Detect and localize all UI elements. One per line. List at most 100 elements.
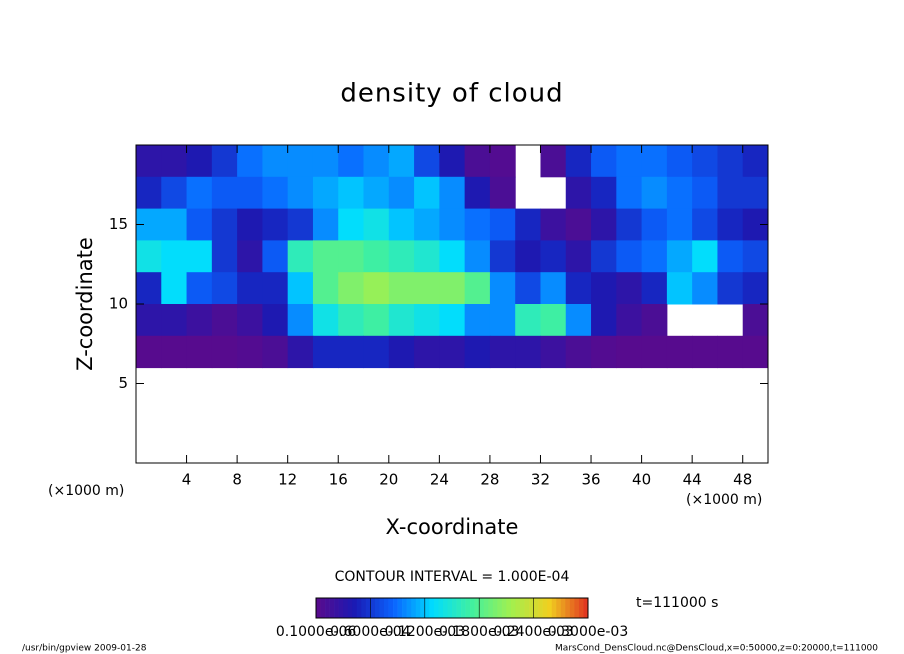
heat-cell bbox=[414, 304, 440, 337]
colorbar-cell bbox=[433, 598, 439, 618]
heat-cell bbox=[186, 208, 213, 241]
heat-cell bbox=[312, 176, 339, 210]
colorbar-cell bbox=[370, 598, 376, 618]
heat-cell bbox=[641, 272, 668, 305]
heat-cell bbox=[692, 208, 718, 241]
colorbar-cell bbox=[578, 598, 584, 618]
heat-cell bbox=[742, 304, 769, 337]
heat-cell bbox=[439, 335, 466, 369]
heat-cell bbox=[540, 208, 567, 241]
heat-cell bbox=[161, 240, 188, 273]
heat-cell bbox=[591, 145, 617, 178]
colorbar-cell bbox=[483, 598, 489, 618]
heat-cell bbox=[565, 240, 592, 273]
heat-cell bbox=[287, 335, 314, 369]
heatmap bbox=[136, 145, 769, 369]
colorbar-cell bbox=[524, 598, 530, 618]
colorbar-cell bbox=[402, 598, 407, 618]
colorbar-cell bbox=[510, 598, 516, 618]
heat-cell bbox=[666, 272, 693, 305]
heat-cell bbox=[338, 208, 365, 241]
heat-cell bbox=[211, 272, 238, 305]
x-tick-label: 16 bbox=[329, 471, 348, 489]
heat-cell bbox=[287, 240, 314, 273]
heat-cell bbox=[666, 208, 693, 241]
heat-cell bbox=[136, 335, 162, 369]
heat-cell bbox=[439, 145, 466, 178]
heat-cell bbox=[312, 240, 339, 273]
heat-cell bbox=[161, 304, 188, 337]
colorbar-cell bbox=[520, 598, 525, 618]
heat-cell bbox=[717, 240, 744, 273]
heat-cell bbox=[666, 240, 693, 273]
heat-cell bbox=[565, 176, 592, 210]
heat-cell bbox=[338, 240, 365, 273]
heat-cell bbox=[186, 304, 213, 337]
heat-cell bbox=[338, 304, 365, 337]
heat-cell bbox=[742, 145, 769, 178]
heat-cell bbox=[641, 176, 668, 210]
heat-cell bbox=[515, 304, 541, 337]
heat-cell bbox=[414, 208, 440, 241]
colorbar-cell bbox=[461, 598, 466, 618]
heat-cell bbox=[186, 272, 213, 305]
colorbar-tick-label: 0.1800e-03 bbox=[439, 624, 519, 640]
colorbar-cell bbox=[556, 598, 562, 618]
heat-cell bbox=[515, 240, 541, 273]
colorbar-cell bbox=[347, 598, 353, 618]
heat-cell bbox=[136, 145, 162, 178]
heat-cell bbox=[312, 335, 339, 369]
colorbar-cell bbox=[538, 598, 543, 618]
heat-cell bbox=[616, 240, 643, 273]
colorbar-cell bbox=[325, 598, 330, 618]
heat-cell bbox=[388, 240, 415, 273]
heat-cell bbox=[616, 176, 643, 210]
heat-cell bbox=[489, 145, 516, 178]
heat-cell bbox=[489, 208, 516, 241]
heat-cell bbox=[237, 208, 263, 241]
heat-cell bbox=[136, 176, 162, 210]
heat-cell bbox=[363, 304, 390, 337]
colorbar-cell bbox=[338, 598, 344, 618]
colorbar-tick-label: 0.1000e-06 bbox=[276, 624, 357, 640]
colorbar-cell bbox=[547, 598, 553, 618]
x-axis-label: X-coordinate bbox=[386, 515, 519, 539]
colorbar-cell bbox=[529, 598, 534, 618]
x-tick-label: 40 bbox=[632, 471, 651, 489]
heat-cell bbox=[565, 335, 592, 369]
heat-cell bbox=[464, 304, 491, 337]
heat-cell bbox=[312, 304, 339, 337]
heat-cell bbox=[262, 272, 289, 305]
colorbar-cell bbox=[316, 598, 321, 618]
heat-cell bbox=[211, 176, 238, 210]
heat-cell bbox=[717, 335, 744, 369]
colorbar-cell bbox=[415, 598, 421, 618]
colorbar-cell bbox=[569, 598, 575, 618]
heat-cell bbox=[540, 335, 567, 369]
heat-cell bbox=[742, 240, 769, 273]
heat-cell bbox=[161, 335, 188, 369]
heat-cell bbox=[439, 272, 466, 305]
colorbar-cell bbox=[352, 598, 358, 618]
heat-cell bbox=[515, 335, 541, 369]
y-unit-label: (×1000 m) bbox=[48, 483, 124, 499]
heat-cell bbox=[237, 304, 263, 337]
heat-cell bbox=[540, 240, 567, 273]
heat-cell bbox=[666, 145, 693, 178]
heat-cell bbox=[262, 208, 289, 241]
heat-cell bbox=[565, 145, 592, 178]
colorbar-cell bbox=[574, 598, 580, 618]
heat-cell bbox=[136, 240, 162, 273]
heat-cell bbox=[641, 145, 668, 178]
colorbar-cell bbox=[393, 598, 398, 618]
heat-cell bbox=[211, 208, 238, 241]
heat-cell bbox=[717, 176, 744, 210]
colorbar-cell bbox=[542, 598, 548, 618]
heat-cell bbox=[388, 272, 415, 305]
colorbar-cell bbox=[583, 598, 589, 618]
y-tick-label: 10 bbox=[109, 295, 128, 313]
heat-cell bbox=[161, 145, 188, 178]
colorbar-cell bbox=[452, 598, 457, 618]
